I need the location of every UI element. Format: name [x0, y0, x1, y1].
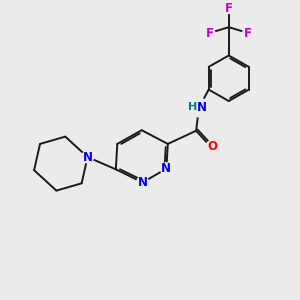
Circle shape: [243, 28, 254, 38]
Circle shape: [206, 140, 219, 153]
Circle shape: [204, 28, 215, 38]
Text: N: N: [161, 162, 171, 175]
Text: O: O: [207, 140, 218, 153]
Circle shape: [224, 3, 234, 13]
Text: F: F: [225, 2, 233, 15]
Text: F: F: [206, 26, 213, 40]
Circle shape: [190, 98, 208, 117]
Text: N: N: [138, 176, 148, 189]
Text: N: N: [197, 101, 207, 114]
Circle shape: [160, 163, 172, 175]
Circle shape: [136, 177, 148, 188]
Text: H: H: [188, 102, 198, 112]
Text: N: N: [82, 151, 93, 164]
Text: F: F: [244, 26, 252, 40]
Circle shape: [82, 151, 94, 163]
